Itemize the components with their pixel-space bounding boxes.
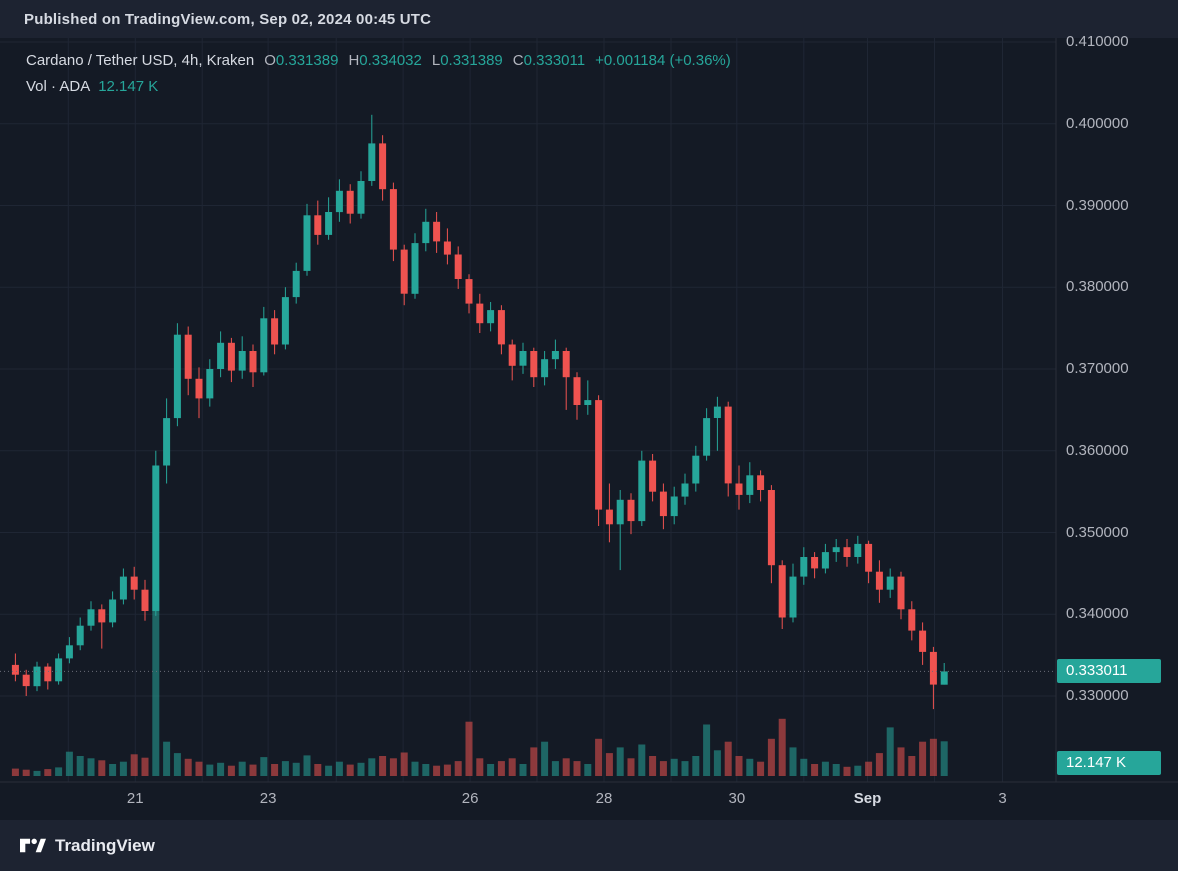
high-value: H0.334032 — [348, 52, 422, 69]
footer-bar: TradingView — [0, 820, 1178, 871]
price-tick-label: 0.390000 — [1066, 196, 1129, 214]
price-tick-label: 0.330000 — [1066, 687, 1129, 704]
chart-legend: Cardano / Tether USD, 4h, Kraken O0.3313… — [26, 52, 731, 102]
open-value: O0.331389 — [264, 52, 339, 69]
volume-value: 12.147 K — [98, 78, 159, 95]
time-tick-label: Sep — [853, 790, 882, 807]
time-tick-label: 23 — [259, 790, 277, 807]
low-value: L0.331389 — [431, 52, 503, 69]
candlestick-chart-canvas[interactable] — [0, 38, 1178, 820]
chart-region: Cardano / Tether USD, 4h, Kraken O0.3313… — [0, 33, 1178, 820]
time-tick-label: 21 — [126, 790, 144, 807]
tradingview-link[interactable]: TradingView — [20, 836, 155, 856]
price-tick-label: 0.360000 — [1066, 441, 1129, 459]
volume-label: Vol · ADA — [26, 78, 91, 95]
price-tick-label: 0.410000 — [1066, 33, 1129, 50]
price-tick-label: 0.400000 — [1066, 114, 1129, 132]
brand-name: TradingView — [55, 835, 155, 855]
legend-volume-row: Vol · ADA 12.147 K — [26, 78, 731, 102]
last-price-badge: 0.333011 — [1057, 659, 1161, 684]
price-tick-label: 0.340000 — [1066, 605, 1129, 623]
change-value: +0.001184 (+0.36%) — [595, 52, 731, 69]
price-tick-label: 0.370000 — [1066, 360, 1129, 377]
symbol-title: Cardano / Tether USD, 4h, Kraken — [26, 52, 255, 69]
close-value: C0.333011 — [512, 52, 586, 69]
volume-badge: 12.147 K — [1057, 751, 1161, 775]
time-tick-label: 28 — [595, 790, 613, 807]
time-tick-label: 30 — [728, 790, 746, 807]
price-tick-label: 0.350000 — [1066, 523, 1129, 541]
published-bar: Published on TradingView.com, Sep 02, 20… — [0, 0, 1178, 38]
price-axis[interactable]: 0.410000 0.400000 0.390000 0.380000 0.370000… — [1056, 33, 1178, 782]
time-tick-label: 3 — [998, 790, 1007, 807]
time-tick-label: 26 — [461, 790, 479, 807]
tradingview-logo-icon — [20, 838, 46, 853]
legend-ohlc-row: Cardano / Tether USD, 4h, Kraken O0.3313… — [26, 52, 731, 76]
published-text: Published on TradingView.com, Sep 02, 20… — [24, 10, 432, 28]
time-axis[interactable]: 21 23 26 28 30 Sep 3 — [0, 782, 1056, 820]
price-tick-label: 0.380000 — [1066, 278, 1129, 296]
